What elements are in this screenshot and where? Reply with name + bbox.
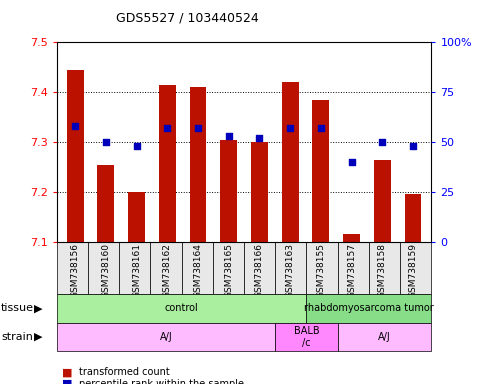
Point — [348, 159, 355, 165]
Point — [378, 139, 386, 145]
Point — [133, 143, 141, 149]
Bar — [282, 82, 299, 242]
Point — [163, 125, 171, 131]
Text: ▶: ▶ — [34, 332, 42, 342]
Point — [225, 133, 233, 139]
Bar — [128, 192, 145, 242]
Text: tissue: tissue — [1, 303, 34, 313]
Bar — [189, 87, 207, 242]
Bar — [159, 84, 176, 242]
Bar — [313, 99, 329, 242]
Point — [286, 125, 294, 131]
Text: ■: ■ — [62, 379, 72, 384]
Point — [409, 143, 417, 149]
Text: A/J: A/J — [378, 332, 391, 342]
Point — [255, 135, 263, 141]
Text: ■: ■ — [62, 367, 72, 377]
Point — [71, 123, 79, 129]
Bar — [343, 234, 360, 242]
Point — [102, 139, 110, 145]
Text: percentile rank within the sample: percentile rank within the sample — [79, 379, 244, 384]
Text: strain: strain — [1, 332, 33, 342]
Text: A/J: A/J — [160, 332, 173, 342]
Bar — [404, 194, 422, 242]
Text: GDS5527 / 103440524: GDS5527 / 103440524 — [116, 12, 259, 25]
Bar — [67, 70, 84, 242]
Text: ▶: ▶ — [34, 303, 42, 313]
Point — [317, 125, 325, 131]
Bar — [251, 142, 268, 242]
Text: control: control — [165, 303, 199, 313]
Bar — [98, 164, 114, 242]
Bar — [374, 159, 390, 242]
Text: BALB
/c: BALB /c — [294, 326, 319, 348]
Text: transformed count: transformed count — [79, 367, 170, 377]
Bar — [220, 139, 237, 242]
Text: rhabdomyosarcoma tumor: rhabdomyosarcoma tumor — [304, 303, 434, 313]
Point — [194, 125, 202, 131]
